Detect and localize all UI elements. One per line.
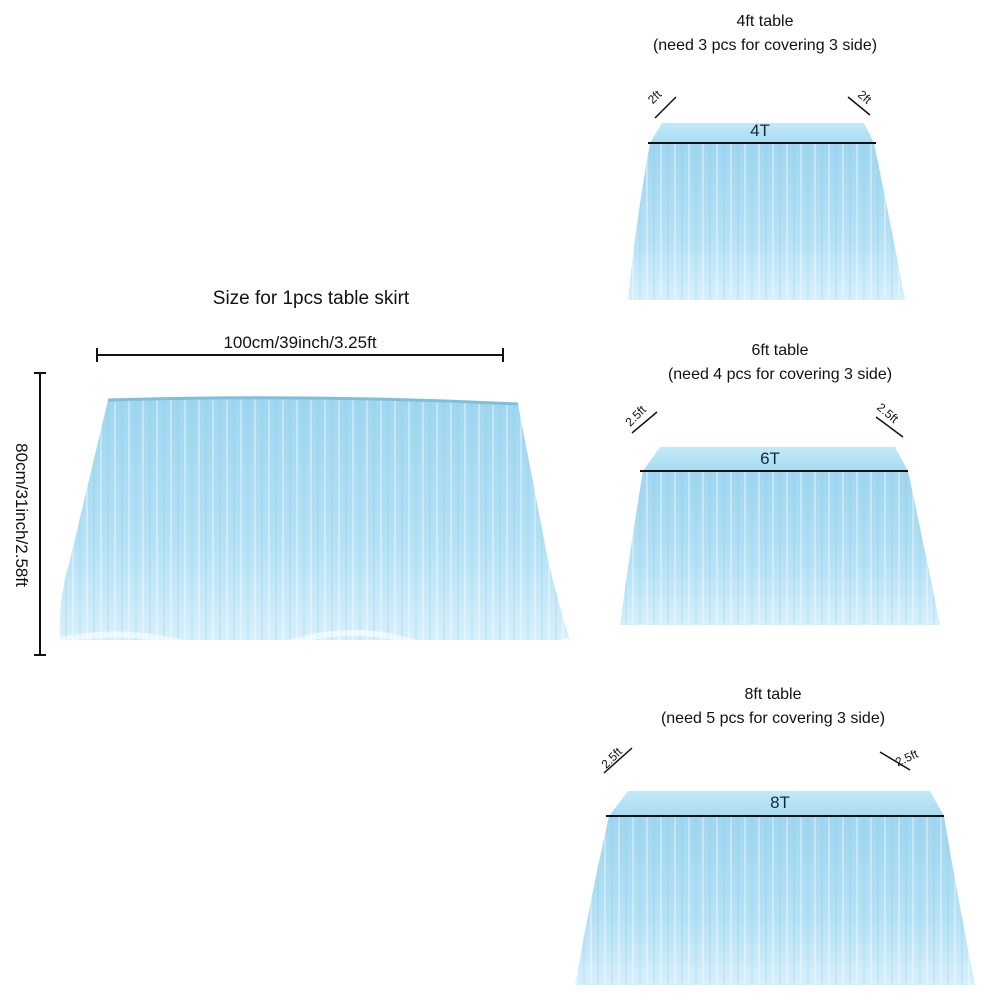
table-4ft-subtitle: (need 3 pcs for covering 3 side) [652, 37, 878, 54]
main-height-label: 80cm/31inch/2.58ft [12, 443, 31, 587]
main-title: Size for 1pcs table skirt [212, 288, 410, 309]
table-6ft-top-label: 6T [760, 449, 780, 468]
table-6ft-title: 6ft table [751, 342, 809, 359]
table-6ft-subtitle: (need 4 pcs for covering 3 side) [667, 366, 893, 383]
main-width-label: 100cm/39inch/3.25ft [223, 333, 377, 352]
main-width-dimension [96, 348, 504, 362]
main-height-dimension [34, 372, 46, 656]
table-8ft-subtitle: (need 5 pcs for covering 3 side) [660, 710, 886, 727]
table-6ft-skirt [620, 411, 940, 625]
table-4ft-skirt [628, 96, 905, 300]
table-8ft-skirt [575, 747, 975, 985]
table-4ft-title: 4ft table [736, 13, 794, 30]
main-skirt [59, 396, 571, 657]
table-8ft-top-label: 8T [770, 793, 790, 812]
table-8ft-title: 8ft table [744, 686, 802, 703]
table-4ft-top-label: 4T [750, 121, 770, 140]
